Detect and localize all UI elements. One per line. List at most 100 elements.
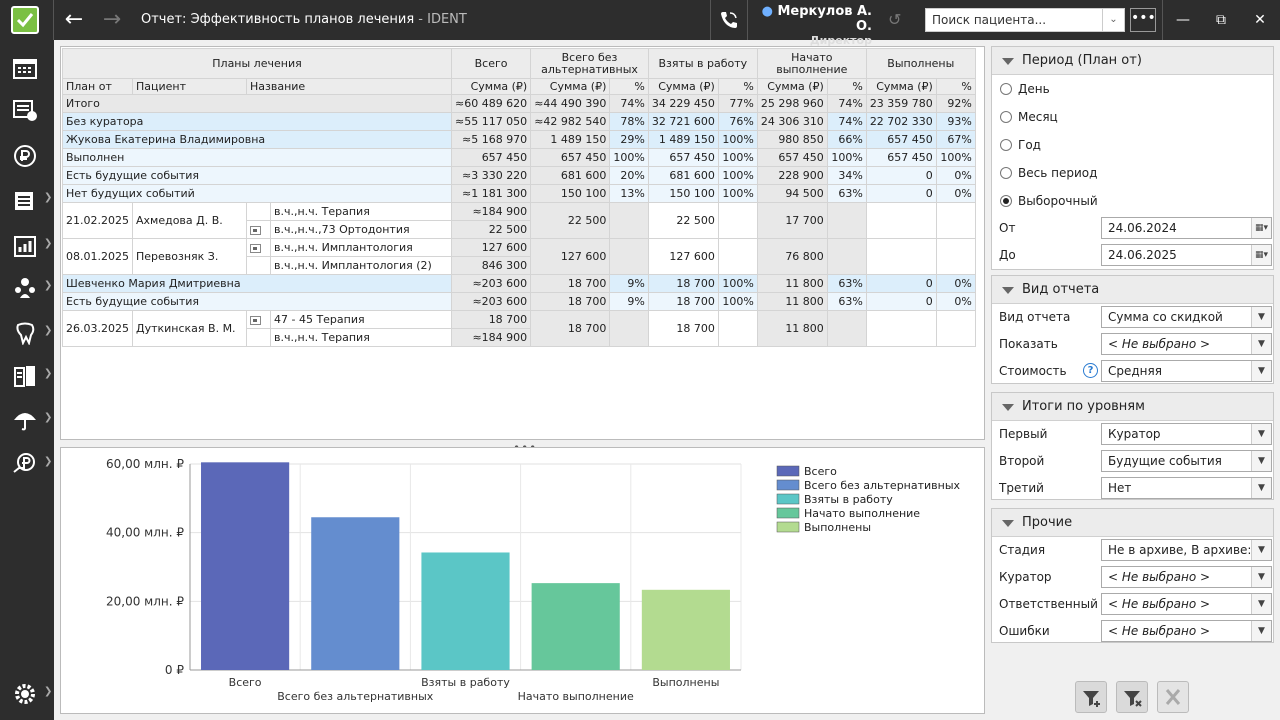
header-pct[interactable]: % xyxy=(826,78,867,95)
cell-plan-date: 26.03.2025 xyxy=(62,310,133,347)
dropdown-select[interactable]: < Не выбрано > ▼ xyxy=(1101,333,1272,355)
period-option[interactable]: Год xyxy=(992,131,1273,159)
other-group-header[interactable]: Прочие xyxy=(992,509,1273,537)
clear-filter-button[interactable] xyxy=(1116,681,1148,713)
cell-noalt: 18 700 xyxy=(530,310,611,347)
chevron-down-icon[interactable]: ▼ xyxy=(1251,334,1271,354)
sidebar-item-settings[interactable]: ❯ xyxy=(0,676,54,712)
apply-filter-button[interactable] xyxy=(1075,681,1107,713)
sidebar-item-staff[interactable]: ❯ xyxy=(0,270,54,306)
sidebar-item-dental[interactable]: ❯ xyxy=(0,315,54,351)
calendar-dropdown-icon[interactable]: ▦▾ xyxy=(1251,218,1271,238)
sidebar-item-documents[interactable]: ❯ xyxy=(0,358,54,394)
chevron-down-icon[interactable]: ▼ xyxy=(1251,540,1271,560)
chevron-down-icon[interactable]: ▼ xyxy=(1251,307,1271,327)
radio-icon[interactable] xyxy=(1000,111,1012,123)
user-info[interactable]: ● Меркулов А. О. Директор xyxy=(758,4,872,47)
chevron-down-icon[interactable]: ▼ xyxy=(1251,567,1271,587)
dropdown-select[interactable]: Сумма со скидкой ▼ xyxy=(1101,306,1272,328)
summary-row[interactable]: Выполнен 657 450 657 450 100% 657 450 100% 657… xyxy=(62,148,976,167)
sidebar-item-payments[interactable]: ❯ xyxy=(0,446,54,482)
minimize-icon[interactable]: — xyxy=(1176,12,1190,28)
dropdown-select[interactable]: Не в архиве, В архиве:... ▼ xyxy=(1101,539,1272,561)
header-sum[interactable]: Сумма (₽) xyxy=(530,78,611,95)
summary-row[interactable]: Есть будущие события ≈3 330 220 681 600 20%… xyxy=(62,166,976,185)
dropdown-select[interactable]: Средняя ▼ xyxy=(1101,360,1272,382)
header-pct[interactable]: % xyxy=(935,78,976,95)
dropdown-select[interactable]: < Не выбрано > ▼ xyxy=(1101,620,1272,642)
date-from-field[interactable]: 24.06.2024 ▦▾ xyxy=(1101,217,1272,239)
field-row: Куратор < Не выбрано > ▼ xyxy=(992,564,1273,591)
levels-group-header[interactable]: Итоги по уровням xyxy=(992,393,1273,421)
plan-checkbox-icon[interactable] xyxy=(249,225,261,235)
back-arrow-icon[interactable]: ← xyxy=(64,7,84,32)
forward-arrow-icon[interactable]: → xyxy=(102,7,122,32)
chevron-down-icon[interactable]: ▼ xyxy=(1251,361,1271,381)
calendar-dropdown-icon[interactable]: ▦▾ xyxy=(1251,245,1271,265)
period-option[interactable]: Месяц xyxy=(992,103,1273,131)
period-option[interactable]: День xyxy=(992,75,1273,103)
phone-call-icon[interactable] xyxy=(718,9,740,31)
chevron-down-icon[interactable]: ▼ xyxy=(1251,451,1271,471)
header-sum[interactable]: Сумма (₽) xyxy=(865,78,937,95)
dropdown-select[interactable]: < Не выбрано > ▼ xyxy=(1101,593,1272,615)
header-name[interactable]: Название xyxy=(245,78,452,95)
restore-icon[interactable]: ⧉ xyxy=(1216,12,1226,28)
close-icon[interactable]: ✕ xyxy=(1254,12,1266,28)
header-sum[interactable]: Сумма (₽) xyxy=(756,78,828,95)
cell-done-pct: 92% xyxy=(935,94,976,113)
help-icon[interactable]: ? xyxy=(1083,363,1098,378)
header-pct[interactable]: % xyxy=(609,78,649,95)
radio-icon[interactable] xyxy=(1000,83,1012,95)
dropdown-select[interactable]: < Не выбрано > ▼ xyxy=(1101,566,1272,588)
summary-row[interactable]: Шевченко Мария Дмитриевна ≈203 600 18 700 9… xyxy=(62,274,976,293)
header-pct[interactable]: % xyxy=(717,78,758,95)
close-report-button[interactable] xyxy=(1157,681,1189,713)
radio-icon[interactable] xyxy=(1000,167,1012,179)
chevron-down-icon[interactable]: ▼ xyxy=(1251,424,1271,444)
period-option[interactable]: Выборочный xyxy=(992,187,1273,215)
dropdown-select[interactable]: Куратор ▼ xyxy=(1101,423,1272,445)
chevron-down-icon[interactable]: ▼ xyxy=(1251,594,1271,614)
plan-row[interactable]: 26.03.2025 Дуткинская В. М. 47 - 45 Терапи… xyxy=(62,310,976,347)
view-group-header[interactable]: Вид отчета xyxy=(992,276,1273,304)
plan-checkbox-icon[interactable] xyxy=(249,315,261,325)
date-to-field[interactable]: 24.06.2025 ▦▾ xyxy=(1101,244,1272,266)
chevron-down-icon[interactable]: ▼ xyxy=(1251,621,1271,641)
period-option-label: Месяц xyxy=(1018,110,1058,124)
cell-started: 25 298 960 xyxy=(756,94,828,113)
header-patient[interactable]: Пациент xyxy=(131,78,247,95)
summary-row[interactable]: Нет будущих событий ≈1 181 300 150 100 13% 1… xyxy=(62,184,976,203)
summary-row[interactable]: Итого ≈60 489 620 ≈44 490 390 74% 34 229 450… xyxy=(62,94,976,113)
plan-row[interactable]: 08.01.2025 Перевозняк З. в.ч.,н.ч. Имплант… xyxy=(62,238,976,275)
plan-checkbox-icon[interactable] xyxy=(249,243,261,253)
dropdown-select[interactable]: Нет ▼ xyxy=(1101,477,1272,499)
sidebar-item-finance[interactable] xyxy=(0,138,54,174)
plan-row[interactable]: 21.02.2025 Ахмедова Д. В. в.ч.,н.ч. Терапи… xyxy=(62,202,976,239)
dropdown-select[interactable]: Будущие события ▼ xyxy=(1101,450,1272,472)
header-sum[interactable]: Сумма (₽) xyxy=(647,78,719,95)
chevron-down-icon[interactable]: ⌄ xyxy=(1102,9,1124,31)
header-taken: Взяты в работу xyxy=(647,48,758,79)
app-logo-check-icon[interactable] xyxy=(11,6,39,34)
radio-icon[interactable] xyxy=(1000,139,1012,151)
history-back-icon[interactable]: ↺ xyxy=(888,10,902,29)
header-plan-from[interactable]: План от xyxy=(62,78,133,95)
summary-row[interactable]: Есть будущие события ≈203 600 18 700 9% 18 7… xyxy=(62,292,976,311)
summary-row[interactable]: Без куратора ≈55 117 050 ≈42 982 540 78% 32 … xyxy=(62,112,976,131)
sidebar-item-calendar[interactable]: ❯ xyxy=(0,182,54,218)
sidebar-item-insurance[interactable]: ❯ xyxy=(0,402,54,438)
period-option[interactable]: Весь период xyxy=(992,159,1273,187)
summary-row[interactable]: Жукова Екатерина Владимировна ≈5 168 970 1… xyxy=(62,130,976,149)
cell-taken: 34 229 450 xyxy=(647,94,719,113)
bar-chart: 0 ₽ 20,00 млн. ₽ 40,00 млн. ₽ 60,00 млн. ₽ В… xyxy=(106,457,961,703)
header-sum[interactable]: Сумма (₽) xyxy=(450,78,532,95)
radio-icon[interactable] xyxy=(1000,195,1012,207)
sidebar-item-reports[interactable]: ❯ xyxy=(0,228,54,264)
more-menu-button[interactable]: ••• xyxy=(1130,8,1156,32)
sidebar-item-cards[interactable] xyxy=(0,92,54,128)
patient-search-input[interactable]: Поиск пациента... ⌄ xyxy=(925,8,1125,32)
period-group-header[interactable]: Период (План от) xyxy=(992,47,1273,75)
chevron-down-icon[interactable]: ▼ xyxy=(1251,478,1271,498)
sidebar-item-schedule[interactable] xyxy=(0,50,54,86)
